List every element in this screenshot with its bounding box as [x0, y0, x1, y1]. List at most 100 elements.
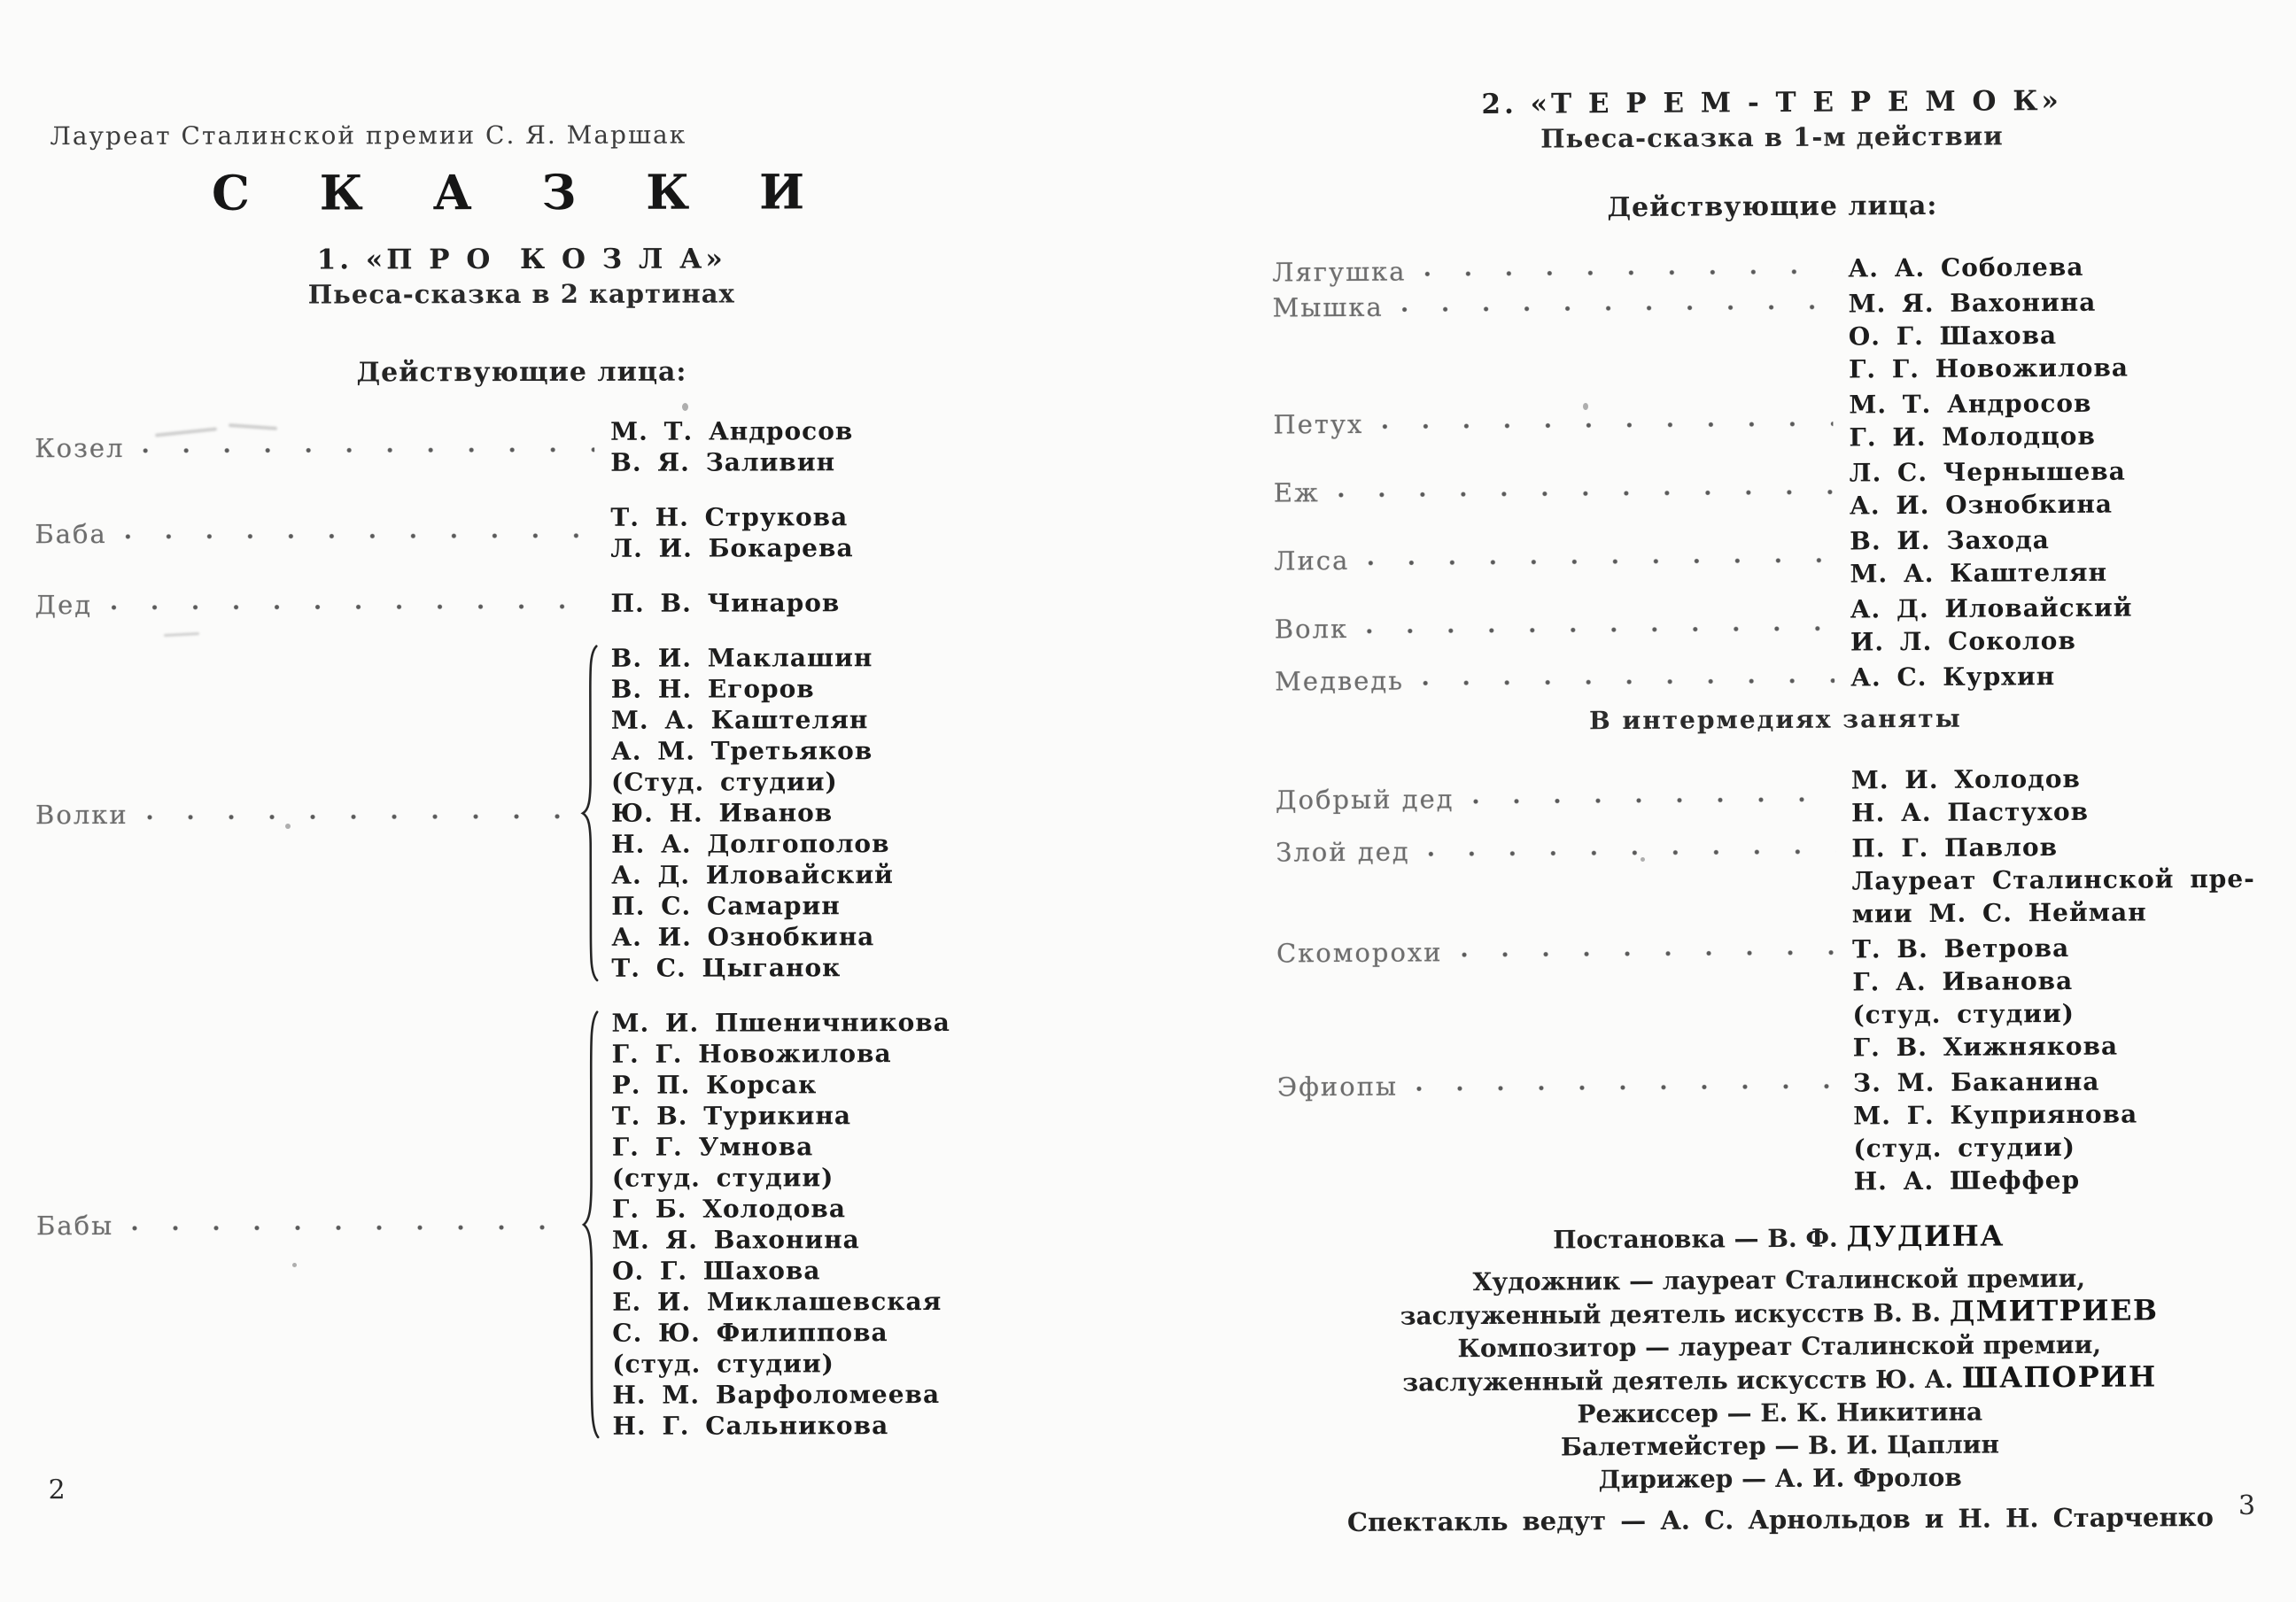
cast-row: Дед П. В. Чинаров: [35, 587, 1010, 620]
names-column: Т. В. Ветрова Г. А. Иванова (студ. студии)…: [1852, 931, 2278, 1064]
page-number-left: 2: [48, 1474, 66, 1506]
actor-name: Е. И. Миклашевская: [612, 1287, 942, 1317]
cast-heading-right: Действующие лица:: [1607, 190, 1938, 224]
dotted-leader: [145, 811, 562, 822]
scan-speck: [682, 403, 688, 411]
role-label: Баба: [35, 518, 107, 550]
actor-name: (студ. студии): [1852, 998, 2075, 1030]
actor-name: М. А. Каштелян: [610, 705, 869, 735]
actor-name: А. Д. Иловайский: [611, 860, 894, 890]
cast-row: Еж Л. С. Чернышева А. И. Ознобкина: [1274, 454, 2275, 526]
actor-name: М. Т. Андросов: [610, 416, 854, 446]
actor-name: Г. Г. Новожилова: [611, 1039, 892, 1069]
role-label: Лягушка: [1272, 256, 1407, 287]
dotted-leader: [131, 1222, 563, 1233]
role-label: Злой дед: [1276, 836, 1410, 867]
actor-name: Г. Б. Холодова: [611, 1194, 847, 1224]
credit-text: Постановка — В. Ф.: [1553, 1223, 1847, 1255]
actor-name: Ю. Н. Иванов: [610, 798, 834, 828]
actor-name: И. Л. Соколов: [1850, 625, 2076, 657]
left-page: Лауреат Сталинской премии С. Я. Маршак С…: [34, 0, 1012, 1600]
names-column: А. А. Соболева: [1848, 250, 2273, 285]
actor-name: А. И. Ознобкина: [1849, 489, 2114, 521]
cast-row: Бабы М. И. Пшеничникова Г. Г. Новожилова Р.…: [35, 1007, 1011, 1443]
play-subtitle-right: Пьеса-сказка в 1-м действии: [1540, 120, 2004, 154]
credit-strong-name: ДМИТРИЕВ: [1949, 1293, 2159, 1328]
actor-name: Н. А. Долгополов: [611, 829, 890, 859]
role-label: Волк: [1274, 613, 1349, 645]
actor-name: Н. А. Пастухов: [1850, 796, 2090, 828]
page-number-right: 3: [2238, 1490, 2256, 1521]
actor-name: Лауреат Сталинской пре-: [1851, 863, 2255, 896]
actor-name: Г. В. Хижнякова: [1852, 1031, 2119, 1063]
book-title: С К А З К И: [211, 163, 832, 221]
actor-name: (Студ. студии): [610, 767, 838, 797]
actor-name: Т. В. Турикина: [611, 1101, 852, 1131]
actor-name: М. Я. Вахонина: [1848, 287, 2097, 319]
actor-name: Т. В. Ветрова: [1851, 933, 2070, 964]
actor-name: (студ. студии): [611, 1163, 834, 1193]
cast-row: Злой дед П. Г. Павлов Лауреат Сталинской п…: [1276, 830, 2277, 934]
names-column: М. Т. Андросов В. Я. Заливин: [610, 415, 1009, 478]
actor-name: мии М. С. Нейман: [1851, 897, 2147, 929]
role-label: Петух: [1273, 408, 1364, 440]
cast-row: Волки В. И. Маклашин В. Н. Егоров М. А. Каш…: [35, 642, 1011, 985]
actor-name: М. Т. Андросов: [1849, 388, 2092, 420]
cast-list-right: Лягушка А. А. Соболева Мышка М. Я. Вахонина…: [1272, 250, 2276, 698]
actor-name: М. И. Холодов: [1850, 763, 2082, 795]
actor-name: Н. Г. Сальникова: [612, 1411, 889, 1441]
cast-row: Козел М. Т. Андросов В. Я. Заливин: [35, 415, 1009, 479]
names-column: З. М. Баканина М. Г. Куприянова (студ. сту…: [1853, 1064, 2279, 1198]
cast-row: Добрый дед М. И. Холодов Н. А. Пастухов: [1276, 762, 2277, 833]
credit-text: Режиссер — Е. К. Никитина: [1577, 1397, 1983, 1429]
actor-name: С. Ю. Филиппова: [612, 1318, 888, 1348]
credit-text: Спектакль ведут — А. С. Арнольдов и Н. Н…: [1346, 1501, 2215, 1537]
cast-heading-left: Действующие лица:: [356, 356, 687, 389]
actor-name: Г. А. Иванова: [1852, 965, 2074, 997]
actor-name: М. Г. Куприянова: [1853, 1099, 2138, 1131]
names-column: М. И. Пшеничникова Г. Г. Новожилова Р. П. …: [611, 1007, 1011, 1442]
role-label: Волки: [35, 799, 128, 830]
credit-line: заслуженный деятель искусств Ю. А. ШАПОР…: [1279, 1359, 2280, 1400]
cast-row: Петух М. Т. Андросов Г. И. Молодцов: [1273, 386, 2274, 458]
role-label: Эфиопы: [1276, 1071, 1399, 1102]
dotted-leader: [1471, 794, 1836, 807]
role-label: Скоморохи: [1276, 936, 1443, 968]
dotted-leader: [1427, 847, 1836, 858]
credit-line: Дирижер — А. И. Фролов: [1280, 1459, 2281, 1498]
actor-name: Н. М. Варфоломеева: [612, 1380, 941, 1410]
names-column: А. С. Курхин: [1850, 659, 2276, 694]
credit-text: Балетмейстер — В. И. Цаплин: [1560, 1429, 2000, 1462]
play-subtitle-left: Пьеса-сказка в 2 картинах: [307, 278, 735, 310]
dotted-leader: [110, 601, 595, 612]
dotted-leader: [1423, 267, 1833, 278]
role-label: Бабы: [35, 1210, 114, 1242]
names-column: Т. Н. Струкова Л. И. Бокарева: [610, 501, 1009, 564]
actor-name: О. Г. Шахова: [1848, 321, 2058, 352]
actor-name: В. И. Маклашин: [610, 643, 873, 673]
cast-list-left: Козел М. Т. Андросов В. Я. Заливин Баба Т. Н…: [35, 415, 1011, 1443]
role-label: Лиса: [1274, 545, 1350, 577]
names-column: М. Т. Андросов Г. И. Молодцов: [1849, 386, 2274, 454]
actor-name: М. А. Каштелян: [1850, 557, 2108, 589]
actor-name: П. В. Чинаров: [610, 588, 841, 618]
cast-row: Медведь А. С. Курхин: [1275, 659, 2276, 698]
names-column: М. Я. Вахонина О. Г. Шахова Г. Г. Новожило…: [1848, 285, 2274, 386]
credit-line: заслуженный деятель искусств В. В. ДМИТР…: [1278, 1293, 2279, 1334]
actor-name: А. А. Соболева: [1848, 252, 2084, 283]
actor-name: А. Д. Иловайский: [1850, 592, 2133, 624]
actor-name: А. М. Третьяков: [610, 736, 873, 766]
role-label: Мышка: [1272, 291, 1384, 322]
play-title-left: 1. «П Р О К О З Л А»: [316, 243, 726, 276]
group-brace: [578, 643, 601, 984]
actor-name: Л. С. Чернышева: [1849, 456, 2126, 488]
dotted-leader: [1381, 419, 1834, 431]
actor-name: Р. П. Корсак: [611, 1070, 818, 1100]
dotted-leader: [1367, 555, 1834, 568]
actor-name: Т. С. Цыганок: [611, 953, 842, 983]
dotted-leader: [1337, 487, 1834, 500]
actor-name: Г. И. Молодцов: [1849, 421, 2096, 453]
credit-text: заслуженный деятель искусств В. В.: [1400, 1297, 1950, 1331]
credit-strong-name: ШАПОРИН: [1961, 1359, 2157, 1395]
